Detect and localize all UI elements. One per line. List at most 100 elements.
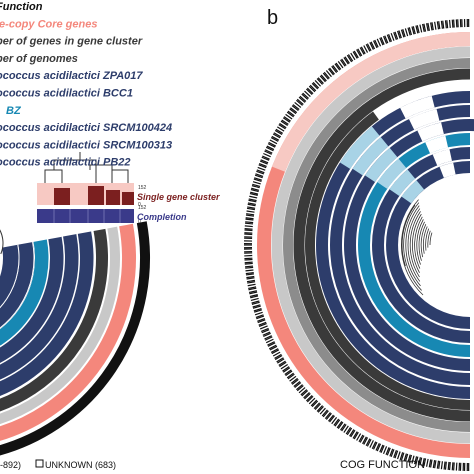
gene-tick xyxy=(376,443,382,452)
gene-tick xyxy=(343,425,349,433)
dendrogram xyxy=(44,152,129,183)
gene-tick xyxy=(432,460,436,469)
ring-segment xyxy=(408,109,440,130)
gene-tick xyxy=(335,62,342,70)
ring-segment xyxy=(0,236,64,364)
gene-tick xyxy=(358,434,364,443)
gene-tick xyxy=(382,35,388,44)
gene-tick xyxy=(263,152,271,158)
gene-tick xyxy=(357,48,363,57)
legend-item: Function xyxy=(0,1,43,13)
gene-tick xyxy=(389,448,394,457)
gene-tick xyxy=(245,271,254,275)
gene-tick xyxy=(264,335,272,340)
gene-tick xyxy=(350,429,356,438)
gene-tick xyxy=(423,458,427,467)
gene-tick xyxy=(244,265,254,268)
gene-tick xyxy=(272,351,281,357)
gene-tick xyxy=(275,128,284,134)
gene-tick xyxy=(343,57,349,65)
gene-tick xyxy=(353,50,359,59)
gene-tick xyxy=(404,453,409,462)
gene-tick xyxy=(246,277,255,280)
gene-tick xyxy=(276,357,284,363)
gene-tick xyxy=(245,221,254,224)
ring-segment xyxy=(439,162,456,178)
gene-tick xyxy=(376,38,382,47)
gene-tick xyxy=(283,116,291,122)
gene-tick xyxy=(254,309,263,313)
gene-tick xyxy=(423,23,427,32)
gene-tick xyxy=(258,322,267,327)
gene-tick xyxy=(282,117,291,123)
gene-tick xyxy=(352,51,358,59)
gene-tick xyxy=(366,438,372,447)
gene-tick xyxy=(388,33,393,42)
gene-tick xyxy=(397,451,401,460)
gene-tick xyxy=(310,399,318,407)
ring-segment xyxy=(0,244,19,308)
gene-tick xyxy=(246,207,255,211)
gene-tick xyxy=(287,373,295,380)
gene-tick xyxy=(322,410,329,418)
gene-tick xyxy=(359,47,365,55)
tree-branch xyxy=(416,219,424,265)
gene-tick xyxy=(284,369,292,375)
single-gene-cluster-label: Single gene cluster xyxy=(137,192,220,202)
tick-0-bottom: 0 xyxy=(138,219,141,225)
gene-tick xyxy=(385,447,390,456)
gene-tick xyxy=(346,54,353,63)
gene-tick xyxy=(419,24,423,33)
ring-segment xyxy=(352,137,389,176)
legend-item: ococcus acidilactici SRCM100313 xyxy=(0,139,172,151)
footer-right: COG FUNCTION xyxy=(340,459,425,471)
gene-tick xyxy=(267,143,276,148)
gene-tick xyxy=(414,456,418,465)
ring-separator xyxy=(0,239,50,347)
gene-tick xyxy=(252,305,261,309)
gene-tick xyxy=(408,454,413,463)
gene-tick xyxy=(287,110,295,117)
gene-tick xyxy=(252,181,261,185)
gene-tick xyxy=(247,202,256,205)
gene-tick xyxy=(390,32,395,41)
legend: Function le-copy Core genes ber of genes i… xyxy=(0,1,172,169)
gene-tick xyxy=(244,228,253,230)
gene-tick xyxy=(421,458,425,467)
gene-tick xyxy=(316,405,323,412)
footer-left-count: -892) xyxy=(0,460,21,470)
ring-segment xyxy=(372,147,471,343)
gene-tick xyxy=(356,433,362,441)
gene-tick xyxy=(394,450,399,459)
panel-b-label: b xyxy=(267,7,278,29)
gene-tick xyxy=(428,459,432,468)
gene-tick xyxy=(253,178,262,182)
gene-tick xyxy=(384,35,389,44)
gene-tick xyxy=(248,287,257,291)
gene-tick xyxy=(372,441,378,450)
gene-tick xyxy=(246,213,255,216)
gene-tick xyxy=(256,170,265,175)
ring-segment xyxy=(377,158,407,190)
gene-tick xyxy=(246,279,255,283)
gene-tick xyxy=(244,261,253,264)
gene-tick xyxy=(314,403,322,410)
ring-segment xyxy=(283,58,471,432)
gene-tick xyxy=(270,137,279,142)
gene-tick xyxy=(346,427,353,436)
gene-tick xyxy=(411,26,415,35)
panel-b-circle xyxy=(244,19,474,471)
tree-branch xyxy=(412,213,422,273)
gene-tick xyxy=(278,124,286,130)
ring-segment xyxy=(0,228,108,412)
gene-tick xyxy=(290,377,298,384)
gene-tick xyxy=(382,446,388,455)
gene-tick xyxy=(255,314,264,318)
gene-tick xyxy=(352,431,358,439)
ring-segment xyxy=(401,180,425,204)
gene-tick xyxy=(296,99,303,106)
gene-tick xyxy=(245,269,254,272)
ring-separator xyxy=(0,244,20,309)
gene-tick xyxy=(296,384,303,391)
gene-tick xyxy=(265,146,274,152)
